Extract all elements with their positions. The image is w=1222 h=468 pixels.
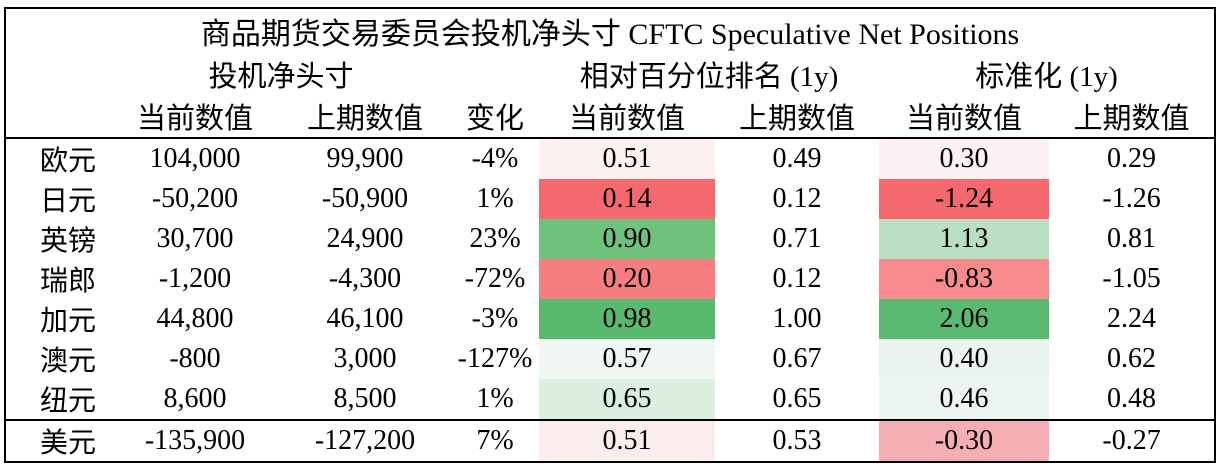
group-header-row: 投机净头寸 相对百分位排名 (1y) 标准化 (1y) [5,53,1215,95]
norm-current-cell: 0.46 [879,379,1049,420]
column-header-norm-previous: 上期数值 [1049,95,1216,139]
norm-current-cell: -0.30 [879,419,1049,462]
group-header-percentile-rank: 相对百分位排名 (1y) [579,61,839,93]
norm-current-cell: 0.40 [879,339,1049,379]
title-row: 商品期货交易委员会投机净头寸 CFTC Speculative Net Posi… [5,8,1215,53]
group-header-net-positions: 投机净头寸 [208,61,354,93]
pct-previous-cell: 0.65 [772,383,822,414]
net-current-cell: -800 [169,343,221,374]
change-cell: -127% [457,343,533,374]
norm-current-cell: 2.06 [879,299,1049,339]
net-previous-cell: -4,300 [328,263,402,294]
column-header-pct-previous: 上期数值 [715,95,879,139]
net-current-cell: 8,600 [163,383,227,414]
pct-current-cell: 0.20 [539,259,715,299]
pct-current-cell: 0.98 [539,299,715,339]
pct-current-cell: 0.57 [539,339,715,379]
norm-current-cell: -1.24 [879,179,1049,219]
table-row-eur: 欧元 104,000 99,900 -4% 0.51 0.49 0.30 0.2… [5,138,1215,179]
group-header-empty [5,53,111,95]
group-header-standardized: 标准化 (1y) [975,61,1118,93]
currency-label: 澳元 [40,346,97,377]
net-current-cell: -50,200 [151,183,239,214]
currency-label: 英镑 [40,226,97,257]
change-cell: 1% [476,383,514,414]
table-row-usd: 美元 -135,900 -127,200 7% 0.51 0.53 -0.30 … [5,419,1216,462]
currency-label: 纽元 [40,386,97,417]
change-cell: 23% [469,223,521,254]
pct-previous-cell: 0.67 [772,343,822,374]
column-header-change: 变化 [451,95,539,139]
net-previous-cell: 24,900 [326,223,404,254]
change-cell: -72% [464,263,526,294]
net-previous-cell: 3,000 [333,343,397,374]
norm-previous-cell: -0.27 [1049,419,1216,462]
net-previous-cell: -50,900 [321,183,409,214]
net-current-cell: 44,800 [156,303,234,334]
net-previous-cell: 46,100 [326,303,404,334]
currency-label: 美元 [5,419,111,462]
pct-previous-cell: 0.71 [772,223,822,254]
column-header-pct-current: 当前数值 [539,95,715,139]
net-previous-cell: -127,200 [279,419,451,462]
pct-current-cell: 0.90 [539,219,715,259]
cftc-positions-table: 商品期货交易委员会投机净头寸 CFTC Speculative Net Posi… [4,7,1217,463]
pct-current-cell: 0.51 [539,419,715,462]
pct-previous-cell: 0.12 [772,263,822,294]
net-current-cell: 30,700 [156,223,234,254]
pct-current-cell: 0.51 [539,138,715,179]
net-current-cell: -1,200 [158,263,232,294]
norm-previous-cell: 0.48 [1107,383,1157,414]
norm-previous-cell: 0.81 [1107,223,1157,254]
net-current-cell: 104,000 [149,143,241,174]
change-cell: -4% [471,143,519,174]
pct-current-cell: 0.65 [539,379,715,420]
column-header-norm-current: 当前数值 [879,95,1049,139]
norm-current-cell: -0.83 [879,259,1049,299]
pct-previous-cell: 0.12 [772,183,822,214]
pct-previous-cell: 0.53 [715,419,879,462]
norm-current-cell: 1.13 [879,219,1049,259]
currency-label: 瑞郎 [40,266,97,297]
norm-previous-cell: 0.62 [1107,343,1157,374]
pct-previous-cell: 0.49 [772,143,822,174]
norm-previous-cell: -1.26 [1102,183,1161,214]
norm-current-cell: 0.30 [879,138,1049,179]
table-row-jpy: 日元 -50,200 -50,900 1% 0.14 0.12 -1.24 -1… [5,179,1215,219]
net-current-cell: -135,900 [111,419,279,462]
currency-label: 加元 [40,306,97,337]
column-header-net-previous: 上期数值 [279,95,451,139]
net-previous-cell: 99,900 [326,143,404,174]
norm-previous-cell: 2.24 [1107,303,1157,334]
net-previous-cell: 8,500 [333,383,397,414]
pct-current-cell: 0.14 [539,179,715,219]
table-row-nzd: 纽元 8,600 8,500 1% 0.65 0.65 0.46 0.48 [5,379,1215,420]
table-row-chf: 瑞郎 -1,200 -4,300 -72% 0.20 0.12 -0.83 -1… [5,259,1215,299]
currency-label: 欧元 [40,146,97,177]
norm-previous-cell: 0.29 [1107,143,1157,174]
table-row-cad: 加元 44,800 46,100 -3% 0.98 1.00 2.06 2.24 [5,299,1215,339]
currency-label: 日元 [40,186,97,217]
norm-previous-cell: -1.05 [1102,263,1161,294]
pct-previous-cell: 1.00 [772,303,822,334]
table-row-gbp: 英镑 30,700 24,900 23% 0.90 0.71 1.13 0.81 [5,219,1215,259]
change-cell: 7% [451,419,539,462]
change-cell: -3% [471,303,519,334]
table-row-aud: 澳元 -800 3,000 -127% 0.57 0.67 0.40 0.62 [5,339,1215,379]
column-header-currency [5,95,111,139]
change-cell: 1% [476,183,514,214]
column-header-row: 当前数值 上期数值 变化 当前数值 上期数值 当前数值 上期数值 [5,95,1216,139]
column-header-net-current: 当前数值 [111,95,279,139]
group-header-empty-change [451,53,539,95]
table-title: 商品期货交易委员会投机净头寸 CFTC Speculative Net Posi… [200,18,1020,51]
